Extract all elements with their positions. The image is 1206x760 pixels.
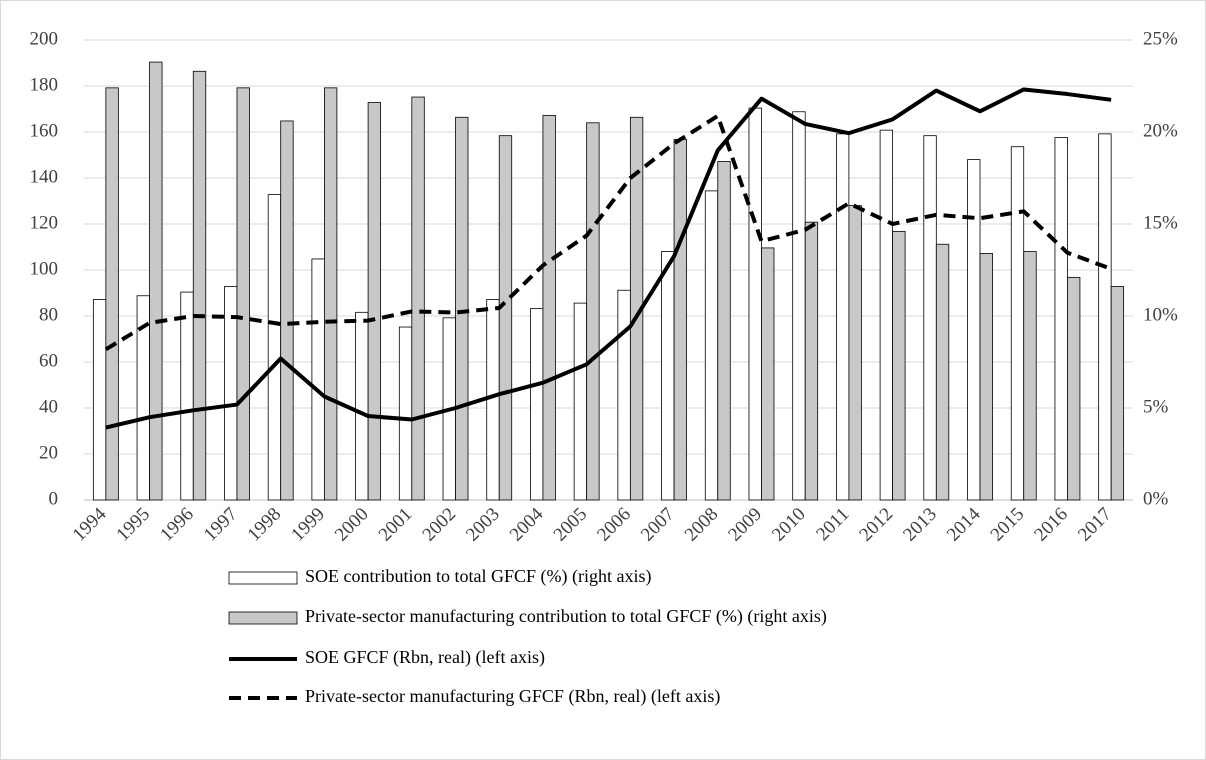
bar xyxy=(835,133,850,501)
bar xyxy=(486,299,500,501)
legend-label: Private-sector manufacturing GFCF (Rbn, … xyxy=(305,686,720,707)
y2-tick-label: 0% xyxy=(1143,488,1169,509)
bar xyxy=(455,116,469,501)
bar xyxy=(979,253,993,501)
y2-tick-label: 10% xyxy=(1143,304,1178,325)
bar xyxy=(761,247,775,501)
bar xyxy=(879,129,894,501)
y2-tick-label: 5% xyxy=(1143,396,1169,417)
y-tick-label: 80 xyxy=(39,304,58,325)
bar xyxy=(498,135,513,501)
bar xyxy=(355,311,369,501)
line-series xyxy=(105,87,1112,430)
bar xyxy=(892,230,906,501)
legend-swatch xyxy=(228,611,298,625)
bar xyxy=(280,120,294,501)
bar xyxy=(848,205,862,501)
legend-label: SOE contribution to total GFCF (%) (righ… xyxy=(305,566,651,587)
bar xyxy=(935,243,950,501)
bar xyxy=(192,70,207,501)
bar xyxy=(704,190,719,501)
bar xyxy=(1098,133,1112,501)
bar xyxy=(267,194,282,501)
bar xyxy=(792,111,806,501)
bar xyxy=(311,258,325,501)
legend-label: SOE GFCF (Rbn, real) (left axis) xyxy=(305,647,545,668)
y-tick-label: 160 xyxy=(30,120,59,141)
bar xyxy=(1110,286,1125,501)
y2-tick-label: 20% xyxy=(1143,120,1178,141)
y-tick-label: 200 xyxy=(30,28,59,49)
y-tick-label: 140 xyxy=(30,166,59,187)
bar xyxy=(1023,251,1037,501)
legend-swatch xyxy=(228,571,298,585)
y-tick-label: 20 xyxy=(39,442,58,463)
bar xyxy=(804,221,819,501)
bar xyxy=(748,107,762,501)
bar xyxy=(367,102,382,501)
bar xyxy=(236,87,250,501)
bar xyxy=(105,87,119,501)
bar xyxy=(323,87,338,501)
y-tick-label: 0 xyxy=(49,488,59,509)
bar xyxy=(673,138,687,501)
bar xyxy=(586,122,600,501)
bar xyxy=(617,289,631,501)
bar xyxy=(1010,146,1025,501)
bar xyxy=(411,96,425,501)
bar xyxy=(661,251,675,501)
y2-tick-label: 15% xyxy=(1143,212,1178,233)
bar xyxy=(1054,137,1068,501)
bar xyxy=(180,291,194,501)
bar xyxy=(398,326,413,501)
bar xyxy=(149,61,163,501)
line-series xyxy=(104,113,1112,352)
y-tick-label: 40 xyxy=(39,396,58,417)
legend-label: Private-sector manufacturing contributio… xyxy=(305,606,827,627)
y-tick-label: 60 xyxy=(39,350,58,371)
y-tick-label: 120 xyxy=(30,212,59,233)
bar xyxy=(573,302,588,501)
bar xyxy=(1067,276,1081,501)
bar xyxy=(717,161,731,501)
bar xyxy=(923,135,937,501)
y-tick-label: 100 xyxy=(30,258,59,279)
bar xyxy=(92,299,107,501)
y2-tick-label: 25% xyxy=(1143,28,1178,49)
bar xyxy=(542,115,556,501)
bar xyxy=(967,159,981,501)
bar xyxy=(530,308,544,501)
y-tick-label: 180 xyxy=(30,74,59,95)
